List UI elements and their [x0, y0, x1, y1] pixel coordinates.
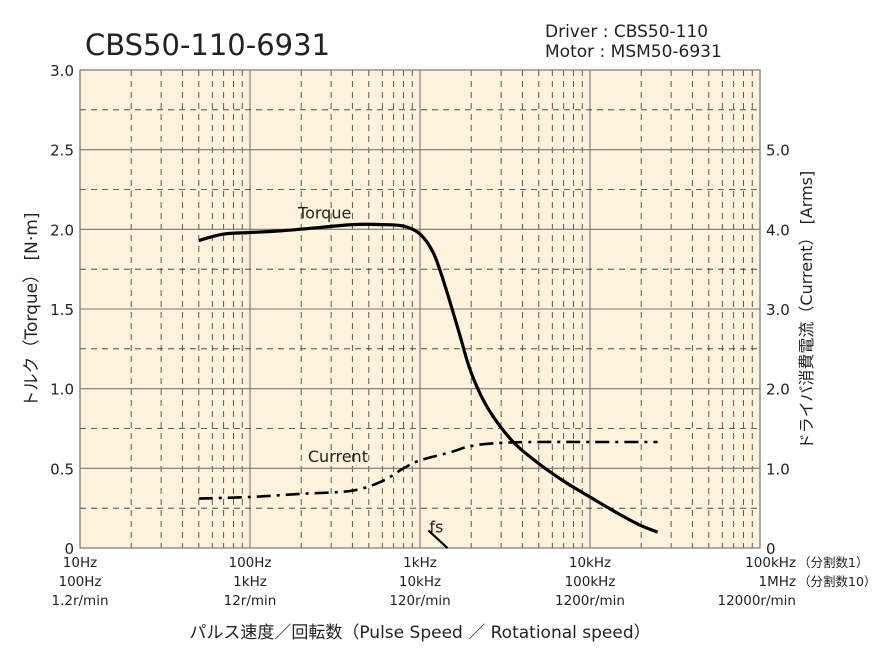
y-left-tick-label: 1.0: [50, 381, 74, 399]
y-right-tick-label: 4.0: [766, 221, 790, 239]
driver-info: Driver : CBS50-110: [545, 22, 708, 42]
x-tick-label: 120r/min: [389, 593, 450, 609]
x-axis-label: パルス速度／回転数（Pulse Speed ／ Rotational speed…: [189, 623, 650, 643]
x-row-suffix: （分割数1）: [798, 555, 868, 570]
x-tick-label: 100Hz: [228, 555, 271, 571]
x-tick-label: 100Hz: [58, 574, 101, 590]
y-right-tick-label: 5.0: [766, 142, 790, 160]
y-left-tick-label: 1.5: [50, 301, 74, 319]
x-tick-label: 12r/min: [224, 593, 277, 609]
series-layer: Torque Current fs: [198, 203, 659, 549]
x-tick-label: 10kHz: [569, 555, 611, 571]
x-tick-label: 100kHz: [745, 555, 796, 571]
y-axis-right-label: ドライバ消費電流（Current） [Arms]: [797, 171, 816, 450]
x-row-suffix: （分割数10）: [798, 574, 876, 589]
x-tick-label: 10Hz: [63, 555, 97, 571]
y-right-tick-label: 3.0: [766, 301, 790, 319]
y-left-tick-label: 0: [64, 540, 74, 558]
x-tick-label: 12000r/min: [717, 593, 796, 609]
y-right-tick-label: 2.0: [766, 381, 790, 399]
y-left-tick-label: 0.5: [50, 460, 74, 478]
y-left-tick-label: 2.5: [50, 142, 74, 160]
annotation-current: Current: [308, 447, 368, 466]
plot-frame: [79, 69, 761, 549]
annotation-torque: Torque: [297, 203, 351, 222]
x-tick-label: 1200r/min: [555, 593, 625, 609]
y-right-tick-label: 0: [766, 540, 776, 558]
y-left-tick-label: 3.0: [50, 62, 74, 80]
y-axis-left-label: トルク（Torque） [N·m]: [22, 213, 42, 408]
motor-info: Motor : MSM50-6931: [545, 42, 722, 62]
x-tick-label: 1kHz: [233, 574, 267, 590]
x-tick-label: 1MHz: [759, 574, 796, 590]
y-right-tick-label: 1.0: [766, 460, 790, 478]
fs-marker-line: [427, 529, 449, 549]
tick-labels: 0 0.5 1.0 1.5 2.0 2.5 3.0 0 1.0 2.0 3.0 4.0 5.0 10Hz 1…: [50, 62, 876, 609]
annotation-fs: fs: [429, 517, 443, 536]
x-tick-label: 100kHz: [565, 574, 616, 590]
y-left-tick-label: 2.0: [50, 221, 74, 239]
x-tick-label: 1.2r/min: [51, 593, 108, 609]
x-tick-label: 1kHz: [403, 555, 437, 571]
series-line-torque: [198, 222, 659, 534]
series-line-current: [198, 440, 658, 500]
chart-title: CBS50-110-6931: [85, 28, 330, 62]
x-tick-label: 10kHz: [399, 574, 441, 590]
